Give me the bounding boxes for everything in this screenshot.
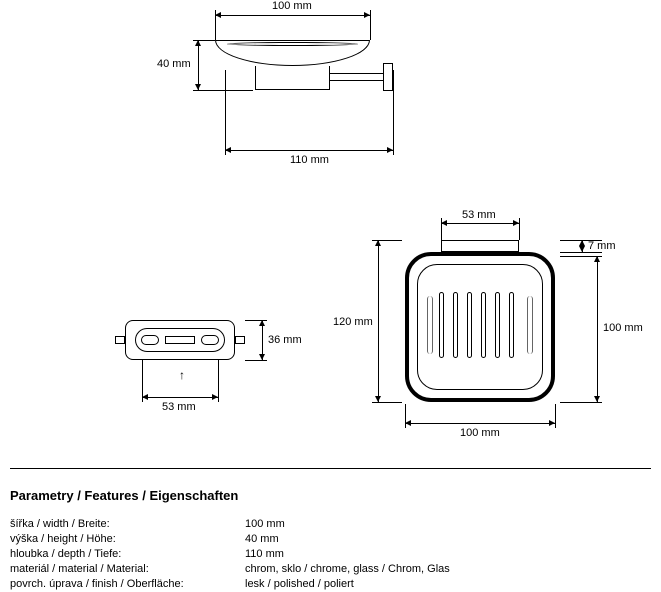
bracket-center: [165, 336, 195, 344]
ext-line: [225, 70, 226, 155]
dim-line: [441, 223, 519, 224]
rib: [453, 292, 458, 358]
wall-mount: [383, 63, 393, 91]
param-row: hloubka / depth / Tiefe: 110 mm: [10, 547, 651, 562]
param-label: povrch. úprava / finish / Oberfläche:: [10, 577, 245, 592]
param-value: lesk / polished / poliert: [245, 577, 651, 592]
rib: [481, 292, 486, 358]
ext-line: [218, 360, 219, 402]
dim-label-left: 40 mm: [157, 58, 191, 70]
up-arrow-icon: ↑: [179, 368, 185, 382]
param-label: výška / height / Höhe:: [10, 532, 245, 547]
ext-line: [560, 402, 602, 403]
rib: [439, 292, 444, 358]
param-value: 110 mm: [245, 547, 651, 562]
rib-faint: [427, 296, 433, 354]
ext-line: [193, 90, 253, 91]
rib: [509, 292, 514, 358]
dim-label-right: 36 mm: [268, 334, 302, 346]
ext-line: [519, 218, 520, 240]
dim-line: [378, 240, 379, 402]
dim-line: [405, 423, 555, 424]
param-label: šířka / width / Breite:: [10, 517, 245, 532]
ext-line: [393, 70, 394, 155]
dim-label-bottom: 100 mm: [460, 427, 500, 439]
ext-line: [245, 360, 267, 361]
dim-line: [225, 150, 393, 151]
dim-label-top: 100 mm: [272, 0, 312, 12]
param-label: materiál / material / Material:: [10, 562, 245, 577]
dim-label-top: 53 mm: [462, 209, 496, 221]
parameters-heading: Parametry / Features / Eigenschaften: [10, 488, 651, 503]
rib-faint: [527, 296, 533, 354]
param-value: 40 mm: [245, 532, 651, 547]
bracket-tab: [115, 336, 125, 344]
bracket-view: ↑: [105, 310, 265, 410]
dim-label-bottom: 110 mm: [290, 154, 329, 166]
dim-line: [142, 397, 218, 398]
param-row: materiál / material / Material: chrom, s…: [10, 562, 651, 577]
param-value: chrom, sklo / chrome, glass / Chrom, Gla…: [245, 562, 651, 577]
dim-line: [198, 40, 199, 90]
dim-label-7mm: 7 mm: [588, 240, 616, 252]
parameters-section: Parametry / Features / Eigenschaften šíř…: [10, 488, 651, 592]
ext-line: [560, 252, 602, 253]
technical-drawing: 100 mm 40 mm 110 mm ↑ 36 mm 53 mm: [0, 0, 661, 468]
dish-rim: [227, 42, 358, 46]
rib: [467, 292, 472, 358]
dim-line: [582, 240, 583, 252]
dim-label-right: 100 mm: [603, 322, 643, 334]
ext-line: [370, 10, 371, 40]
side-view: [165, 25, 425, 145]
ext-line: [555, 404, 556, 428]
param-row: povrch. úprava / finish / Oberfläche: le…: [10, 577, 651, 592]
param-row: výška / height / Höhe: 40 mm: [10, 532, 651, 547]
dim-label-bottom: 53 mm: [162, 401, 196, 413]
rib: [495, 292, 500, 358]
bracket-tab: [235, 336, 245, 344]
bracket-hole: [201, 335, 219, 345]
dim-line: [215, 15, 370, 16]
mount-plate: [441, 240, 519, 252]
arm: [330, 73, 385, 81]
ext-line: [372, 402, 402, 403]
param-value: 100 mm: [245, 517, 651, 532]
divider: [10, 468, 651, 469]
drain-ribs: [439, 292, 514, 358]
bracket-hole: [141, 335, 159, 345]
dim-label-left: 120 mm: [333, 316, 373, 328]
dim-line: [262, 320, 263, 360]
top-view: [395, 232, 635, 442]
param-label: hloubka / depth / Tiefe:: [10, 547, 245, 562]
param-row: šířka / width / Breite: 100 mm: [10, 517, 651, 532]
holder-body: [255, 66, 330, 90]
dim-line: [597, 256, 598, 402]
